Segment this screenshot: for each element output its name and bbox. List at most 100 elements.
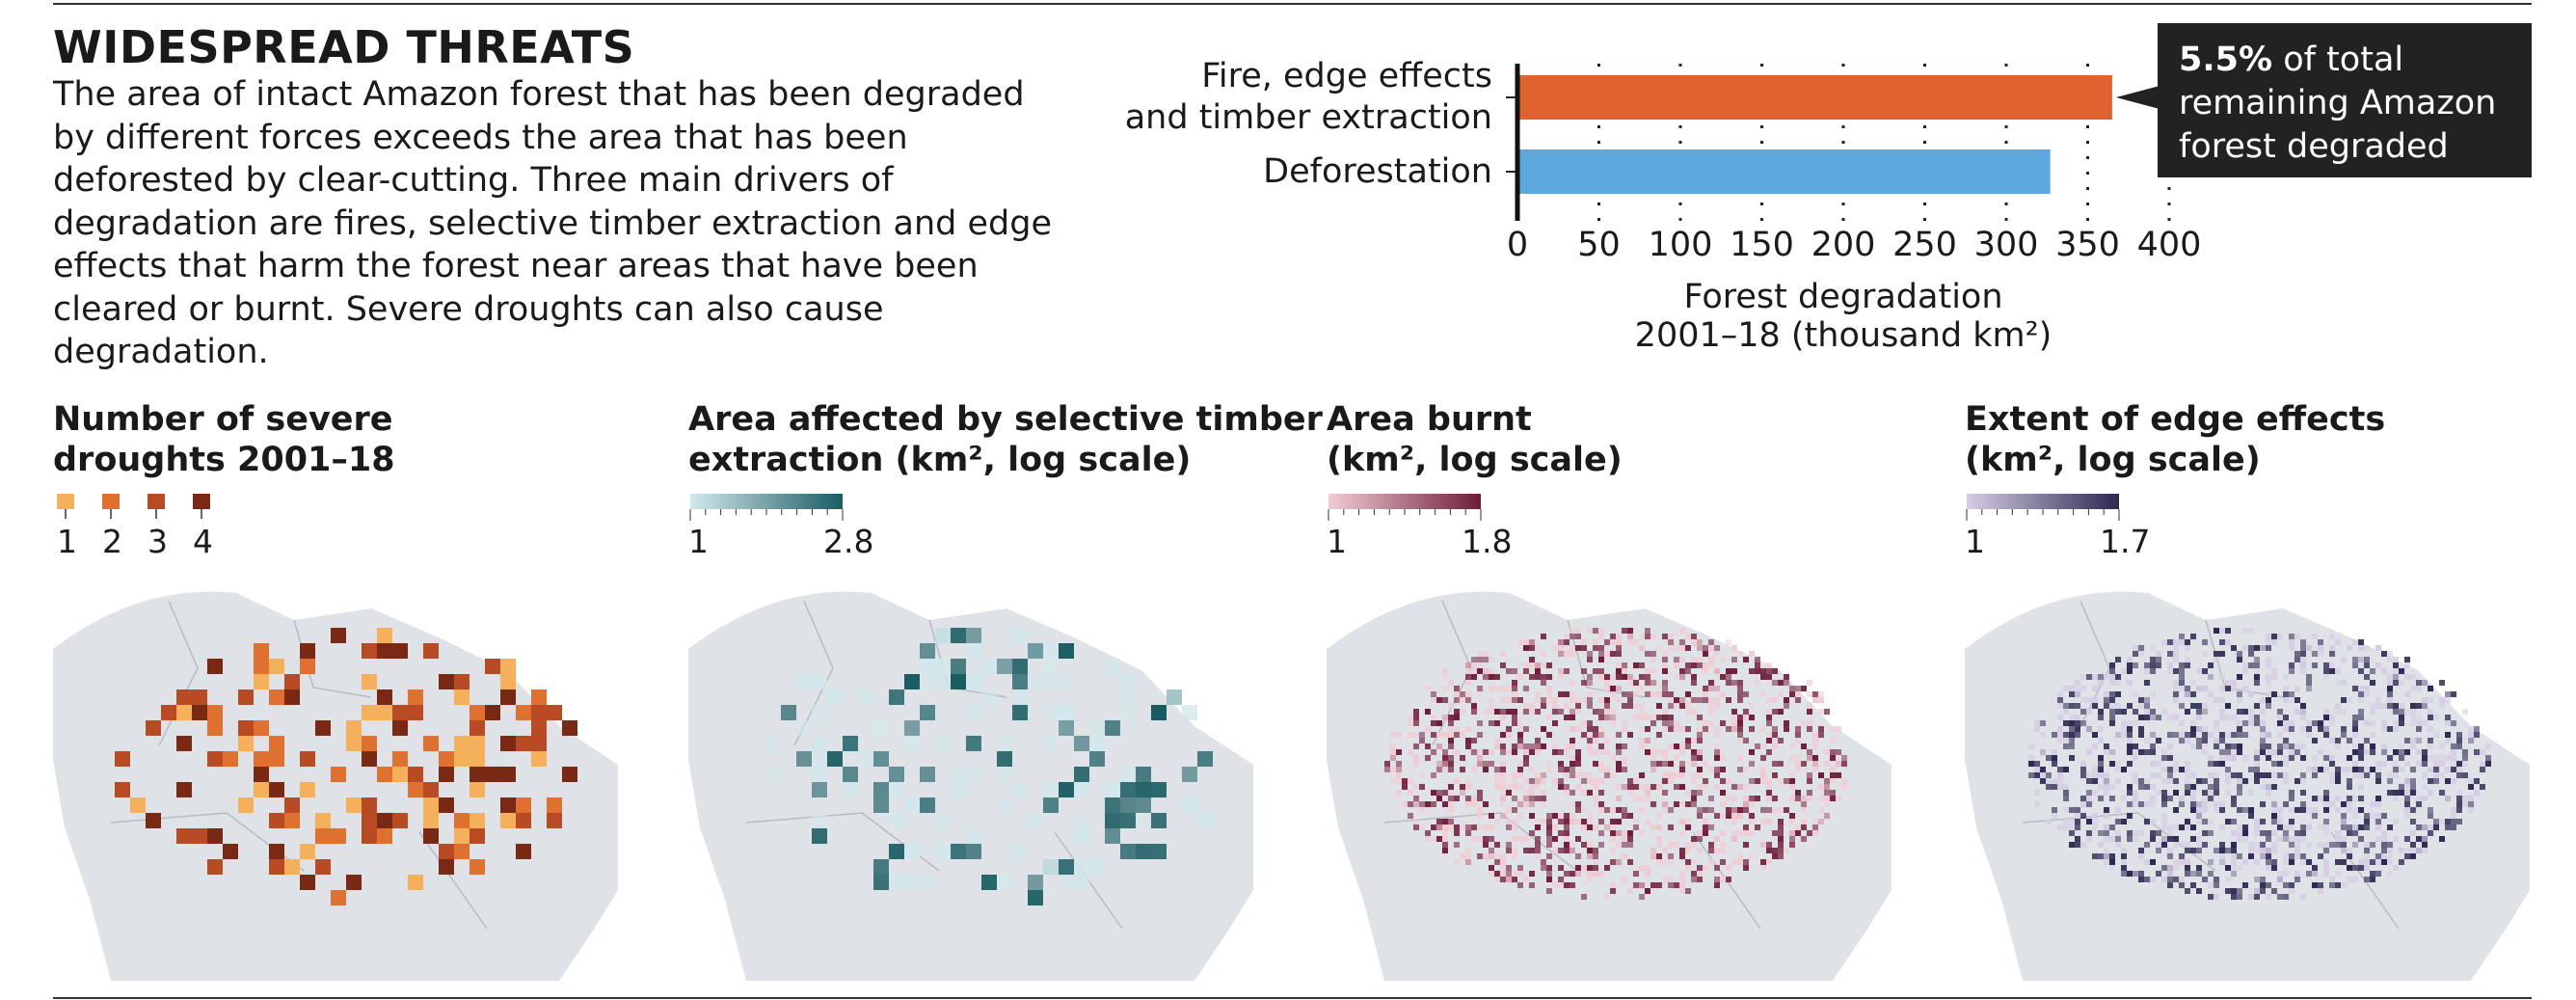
- map-cell: [1598, 801, 1604, 807]
- map-cell: [1714, 697, 1720, 703]
- map-cell: [1541, 674, 1546, 680]
- map-cell: [2109, 836, 2115, 842]
- x-tick-label: 0: [1506, 226, 1529, 264]
- map-cell: [2312, 865, 2318, 871]
- map-cell: [966, 643, 981, 659]
- callout-text: of total remaining Amazon forest degrade…: [2179, 41, 2497, 166]
- map-cell: [2254, 888, 2260, 894]
- map-cell: [1645, 651, 1650, 657]
- map-cell: [2237, 894, 2242, 900]
- map-cell: [2127, 662, 2133, 668]
- map-cell: [1517, 784, 1523, 790]
- map-cell: [2179, 859, 2185, 865]
- map-cell: [2179, 824, 2185, 830]
- map-cell: [1489, 703, 1494, 709]
- map-cell: [1570, 882, 1575, 888]
- map-cell: [2462, 761, 2468, 767]
- map-cell: [2375, 697, 2381, 703]
- map-cell: [2404, 662, 2410, 668]
- map-cell: [1703, 662, 1708, 668]
- map-cell: [1674, 703, 1679, 709]
- map-cell: [1766, 859, 1772, 865]
- map-cell: [2347, 848, 2352, 853]
- map-cell: [2063, 720, 2069, 726]
- map-cell: [1685, 865, 1691, 871]
- map-cell: [2260, 772, 2266, 778]
- map-cell: [1483, 749, 1489, 755]
- map-cell: [1639, 882, 1645, 888]
- map-cell: [1436, 743, 1442, 749]
- map-cell: [1151, 705, 1167, 720]
- map-cell: [1471, 824, 1477, 830]
- map-cell: [2335, 703, 2341, 709]
- map-cell: [2266, 830, 2271, 836]
- map-cell: [516, 813, 531, 828]
- map-cell: [2266, 836, 2271, 842]
- map-cell: [2242, 662, 2248, 668]
- map-cell: [2422, 761, 2428, 767]
- map-cell: [1546, 715, 1552, 720]
- map-cell: [1679, 882, 1685, 888]
- map-cell: [1789, 743, 1795, 749]
- map-cell: [1772, 738, 1778, 743]
- map-cell: [346, 797, 362, 813]
- map-cell: [2040, 767, 2046, 772]
- map-cell: [1749, 819, 1755, 824]
- map-cell: [1616, 668, 1622, 674]
- map-cell: [2167, 848, 2173, 853]
- map-cell: [1784, 778, 1789, 784]
- map-cell: [2404, 691, 2410, 697]
- map-cell: [1622, 668, 1627, 674]
- map-cell: [2109, 853, 2115, 859]
- x-tick-label: 350: [2055, 226, 2120, 264]
- map-cell: [516, 705, 531, 720]
- map-cell: [2428, 778, 2433, 784]
- map-cell: [1465, 691, 1471, 697]
- map-cell: [1610, 755, 1616, 761]
- map-cell: [2115, 767, 2121, 772]
- map-cell: [2231, 801, 2237, 807]
- map-cell: [1720, 755, 1726, 761]
- map-cell: [1841, 755, 1847, 761]
- map-cell: [1691, 657, 1697, 662]
- map-cell: [1639, 715, 1645, 720]
- map-cell: [1517, 767, 1523, 772]
- map-cell: [1523, 703, 1529, 709]
- map-cell: [2428, 726, 2433, 732]
- map-cell: [2092, 743, 2098, 749]
- map-cell: [1812, 819, 1818, 824]
- map-cell: [1598, 761, 1604, 767]
- map-cell: [1477, 651, 1483, 657]
- map-cell: [1795, 726, 1801, 732]
- map-cell: [2161, 824, 2167, 830]
- map-cell: [1442, 668, 1448, 674]
- map-cell: [2428, 686, 2433, 691]
- map-cell: [2323, 848, 2329, 853]
- map-cell: [2202, 703, 2208, 709]
- map-cell: [2399, 680, 2404, 686]
- map-cell: [2289, 842, 2294, 848]
- map-cell: [2127, 743, 2133, 749]
- map-cell: [2144, 784, 2150, 790]
- map-cell: [2237, 865, 2242, 871]
- map-cell: [531, 751, 547, 767]
- map-cell: [2358, 772, 2364, 778]
- map-cell: [2040, 732, 2046, 738]
- map-cell: [1442, 848, 1448, 853]
- map-cell: [812, 705, 827, 720]
- map-cell: [1575, 871, 1581, 877]
- map-cell: [1454, 709, 1460, 715]
- map-cell: [1535, 842, 1541, 848]
- map-cell: [1697, 732, 1703, 738]
- map-cell: [1662, 651, 1668, 657]
- map-cell: [1523, 790, 1529, 796]
- map-cell: [2075, 726, 2080, 732]
- map-cell: [2404, 709, 2410, 715]
- map-cell: [2202, 709, 2208, 715]
- map-cell: [1028, 890, 1043, 905]
- map-cell: [1749, 715, 1755, 720]
- map-cell: [2138, 726, 2144, 732]
- map-cell: [1558, 784, 1564, 790]
- map-cell: [1517, 801, 1523, 807]
- map-cell: [2196, 686, 2202, 691]
